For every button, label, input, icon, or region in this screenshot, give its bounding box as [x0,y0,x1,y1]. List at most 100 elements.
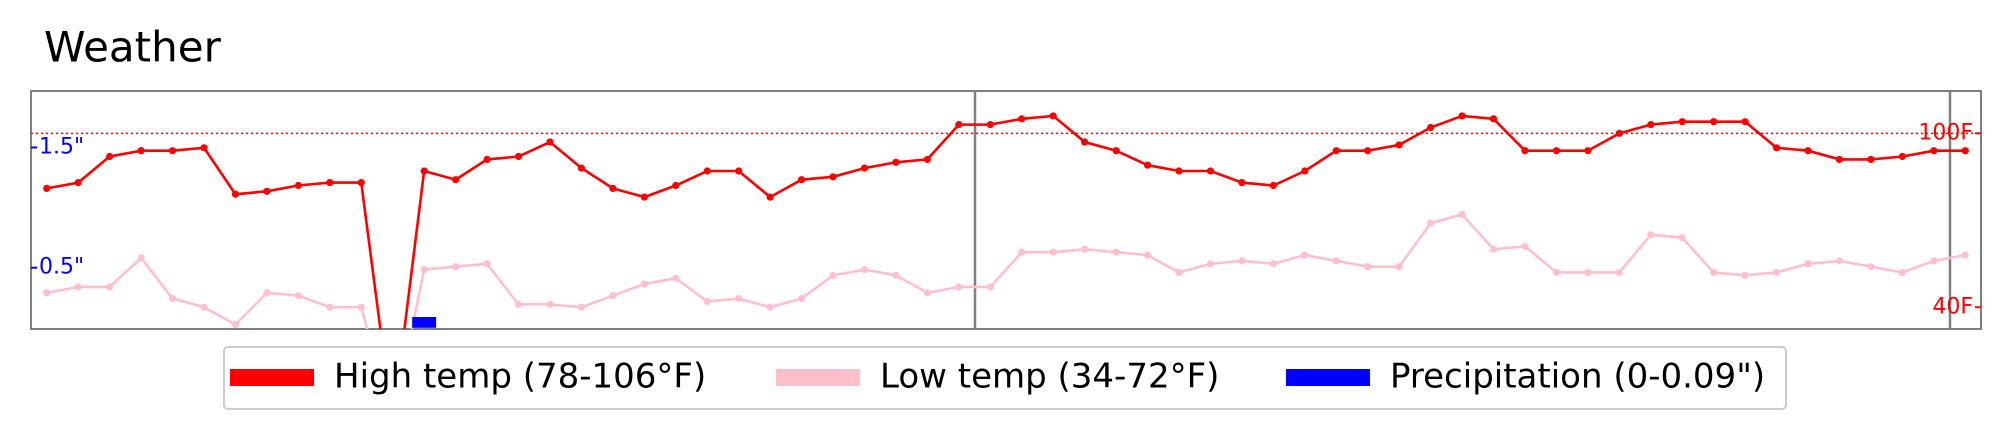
series-point [797,176,806,184]
series-point [1647,231,1655,239]
series-point [1269,181,1277,190]
series-point [1018,115,1026,123]
series-point [860,265,869,274]
series-point [1867,155,1875,164]
series-point [1961,251,1969,259]
series-point [1552,147,1561,155]
series-point [1772,268,1781,277]
series-point [1301,251,1309,259]
series-point [326,303,334,311]
series-point [1175,268,1183,277]
series-point [1678,234,1686,242]
series-point [1175,167,1183,175]
series-point [829,173,837,181]
series-point [168,147,177,155]
bar [412,316,437,328]
series-point [1395,141,1403,149]
series-point [1615,268,1623,277]
series-point [1143,161,1152,169]
series-point [1772,144,1781,152]
series-line [46,213,1966,329]
legend-swatch [776,369,860,386]
series-point [106,283,114,291]
series-point [420,265,428,274]
series-point [766,193,774,201]
series-point [577,303,586,311]
series-point [1332,257,1340,265]
series-point [1238,179,1246,187]
plot-frame [30,90,1982,330]
chart-title: Weather [44,23,222,72]
series-point [1426,219,1435,227]
series-point [106,152,114,161]
series-point [1835,257,1844,265]
series-point [1898,268,1906,277]
series-point [955,283,963,291]
series-point [1458,112,1466,120]
series-point [892,158,900,166]
series-point [1143,251,1152,259]
series-line [46,114,1966,329]
series-point [1018,248,1026,256]
series-point [1678,118,1686,126]
series-point [483,260,491,268]
series-point [1647,121,1655,129]
series-point [200,144,208,152]
legend-swatch [1286,369,1370,386]
series-point [546,300,554,308]
series-point [1835,155,1844,164]
y-tick-label: 0.5" [39,255,84,280]
series-point [1741,271,1749,279]
series-point [1521,147,1529,155]
series-point [1332,147,1340,155]
legend-label: Low temp (34-72°F) [880,357,1219,397]
series-point [609,292,617,300]
series-point [546,138,554,146]
series-point [986,121,994,129]
series-point [1364,263,1372,271]
series-point [1049,248,1057,256]
y2-tick-label: 40F [1932,294,1973,319]
series-point [43,184,51,193]
series-point [74,179,82,187]
series-point [1489,245,1498,253]
series-point [640,193,648,201]
legend-swatch [230,369,314,386]
series-point [955,121,963,129]
y-tick-label: 1.5" [39,134,84,159]
series-point [1741,118,1749,126]
series-point [640,280,648,288]
series-point [609,184,617,193]
series-point [1615,129,1623,137]
series-point [1552,268,1561,277]
series-point [1930,147,1938,155]
series-point [451,263,460,271]
series-point [735,167,743,175]
series-point [514,152,523,161]
series-point [1804,147,1812,155]
series-point [672,274,680,282]
series-point [137,254,145,262]
series-point [1081,245,1089,253]
series-point [1301,167,1309,175]
series-point [357,179,365,187]
series-point [797,294,806,303]
series-point [1584,268,1592,277]
legend-label: Precipitation (0-0.09") [1390,357,1765,397]
plot-area [31,112,1981,427]
series-point [420,167,428,175]
series-point [74,283,82,291]
legend-box [223,346,1787,410]
series-point [389,420,396,427]
series-point [168,294,177,303]
series-point [451,176,460,184]
series-point [703,167,711,175]
series-point [672,181,680,190]
legend-label: High temp (78-106°F) [334,357,706,397]
series-point [483,155,491,164]
series-point [986,283,994,291]
series-point [263,187,271,195]
series-point [1112,147,1120,155]
series-point [1206,167,1215,175]
series-point [1049,112,1057,120]
